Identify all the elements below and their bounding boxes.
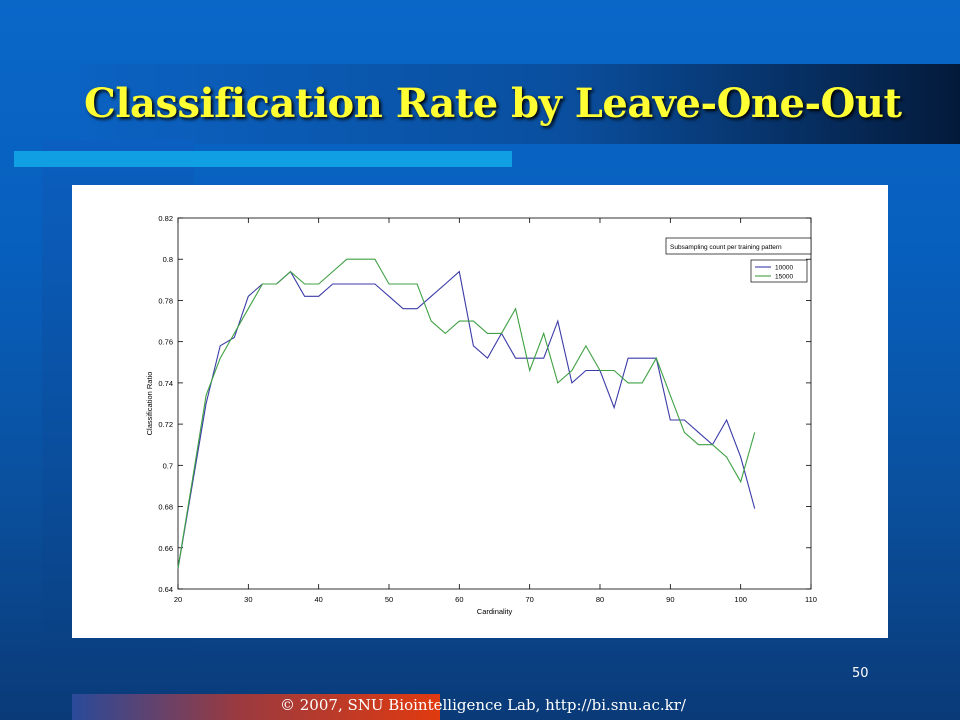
slide-title: Classification Rate by Leave-One-Out: [84, 80, 902, 127]
y-tick-label: 0.78: [158, 296, 173, 305]
title-band: [80, 64, 960, 144]
legend-title: Subsampling count per training pattern: [670, 244, 782, 251]
x-tick-label: 100: [734, 595, 747, 604]
footer-copyright: © 2007, SNU Biointelligence Lab, http://…: [280, 696, 686, 714]
x-axis-label: Cardinality: [477, 607, 513, 616]
page-number: 50: [852, 666, 869, 681]
y-tick-label: 0.66: [158, 544, 173, 553]
x-tick-label: 20: [174, 595, 182, 604]
chart-panel: 20 30 40 50 60 70 80 90 100 110 0.64 0.66 0.68 0.7 0.7…: [72, 185, 888, 638]
x-tick-label: 90: [666, 595, 674, 604]
series-line-15000: [177, 258, 756, 569]
x-tick-label: 80: [596, 595, 604, 604]
x-tick-label: 70: [525, 595, 533, 604]
x-tick-label: 50: [385, 595, 393, 604]
x-tick-label: 40: [314, 595, 322, 604]
accent-stripe: [14, 151, 512, 167]
legend-title-box: [665, 237, 812, 255]
y-tick-label: 0.7: [163, 461, 173, 470]
y-tick-label: 0.64: [158, 585, 173, 594]
line-chart: 20 30 40 50 60 70 80 90 100 110 0.64 0.66 0.68 0.7 0.7…: [145, 214, 817, 616]
legend-label-15000: 15000: [775, 274, 793, 281]
y-axis-label: Classification Ratio: [145, 372, 154, 436]
y-tick-label: 0.76: [158, 338, 173, 347]
series-line-10000: [177, 270, 756, 569]
x-tick-label: 60: [455, 595, 463, 604]
y-tick-label: 0.74: [158, 379, 173, 388]
y-tick-label: 0.72: [158, 420, 173, 429]
x-tick-label: 110: [805, 595, 817, 604]
x-tick-label: 30: [244, 595, 252, 604]
y-tick-label: 0.8: [163, 255, 173, 264]
legend-label-10000: 10000: [775, 265, 793, 272]
y-tick-label: 0.68: [158, 503, 173, 512]
plot-frame: [177, 217, 812, 590]
y-tick-label: 0.82: [158, 214, 173, 223]
footer-bar: [72, 694, 440, 720]
